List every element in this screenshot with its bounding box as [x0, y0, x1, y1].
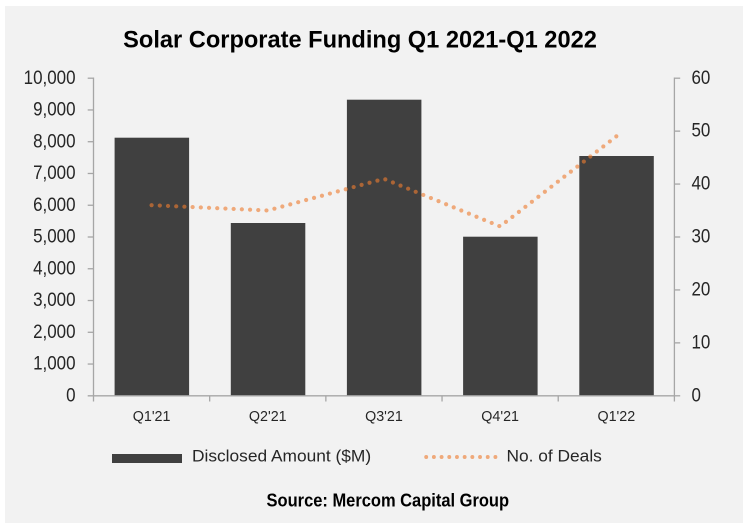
svg-text:Q1'21: Q1'21 [133, 409, 171, 425]
svg-text:Q1'22: Q1'22 [597, 409, 635, 425]
svg-text:7,000: 7,000 [33, 161, 75, 183]
svg-text:30: 30 [692, 224, 711, 246]
svg-text:6,000: 6,000 [33, 193, 75, 215]
svg-text:Source: Mercom Capital Group: Source: Mercom Capital Group [267, 489, 510, 510]
svg-text:0: 0 [692, 383, 701, 405]
svg-text:No. of Deals: No. of Deals [507, 446, 602, 466]
svg-text:10,000: 10,000 [24, 66, 76, 88]
svg-text:50: 50 [692, 119, 711, 141]
svg-text:Q4'21: Q4'21 [481, 409, 519, 425]
svg-text:0: 0 [66, 383, 75, 405]
svg-text:5,000: 5,000 [33, 224, 75, 246]
svg-text:Solar Corporate Funding Q1 202: Solar Corporate Funding Q1 2021-Q1 2022 [123, 26, 597, 53]
svg-text:3,000: 3,000 [33, 288, 75, 310]
svg-text:Disclosed Amount ($M): Disclosed Amount ($M) [192, 446, 371, 466]
svg-text:Q3'21: Q3'21 [365, 409, 403, 425]
svg-text:40: 40 [692, 171, 711, 193]
svg-text:2,000: 2,000 [33, 320, 75, 342]
svg-text:1,000: 1,000 [33, 351, 75, 373]
svg-text:8,000: 8,000 [33, 129, 75, 151]
svg-text:4,000: 4,000 [33, 256, 75, 278]
svg-text:60: 60 [692, 66, 711, 88]
svg-text:10: 10 [692, 330, 711, 352]
svg-text:9,000: 9,000 [33, 97, 75, 119]
svg-text:20: 20 [692, 277, 711, 299]
svg-text:Q2'21: Q2'21 [249, 409, 287, 425]
